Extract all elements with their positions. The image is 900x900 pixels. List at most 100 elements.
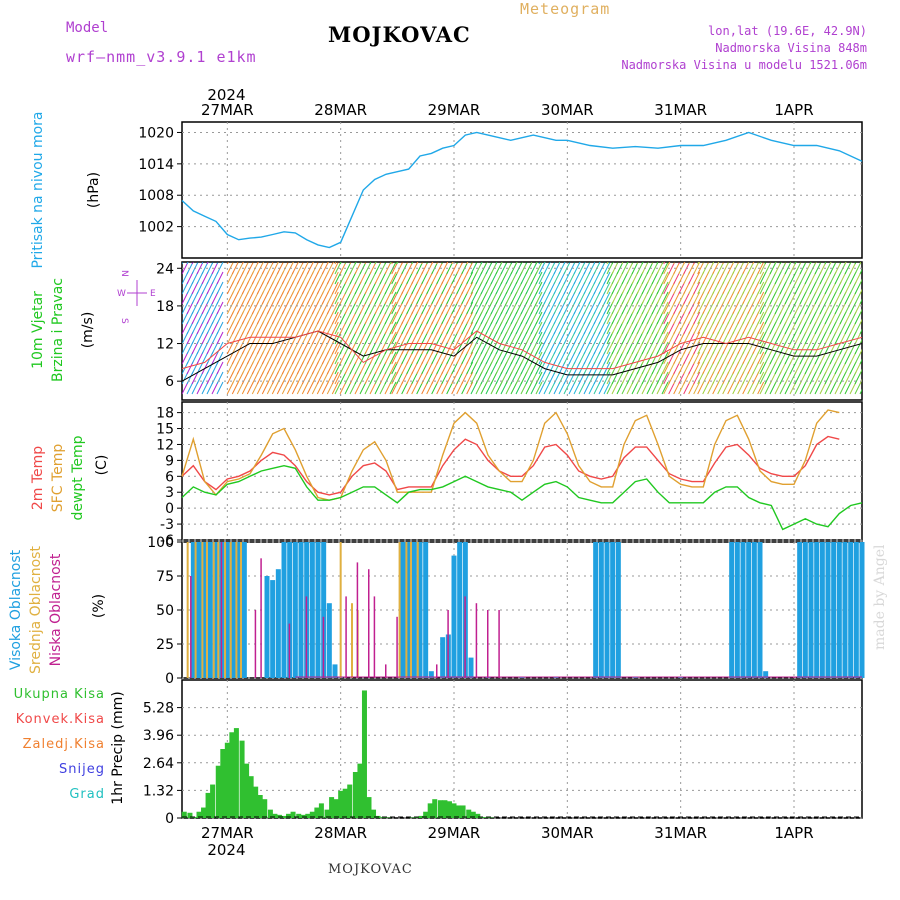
wind-barb (466, 301, 474, 315)
temp-tick-label: -6 (160, 533, 174, 549)
wind-barb (603, 351, 611, 365)
precip-bar (324, 809, 330, 818)
cloud-high-bar (831, 542, 837, 678)
pressure-unit: (hPa) (86, 172, 102, 208)
wind-barb (661, 381, 669, 395)
footer-station: MOJKOVAC (328, 862, 413, 877)
cloud-high-bar (213, 542, 219, 678)
precip-bar (281, 815, 287, 818)
cloud-high-bar (332, 664, 338, 678)
precip-bar (371, 809, 377, 818)
precip-tick-label: 1.32 (143, 783, 174, 799)
precip-bar (224, 742, 230, 818)
wind-barb (661, 311, 669, 325)
cloud-high-bar (451, 555, 457, 678)
cloud-high-bar (236, 542, 242, 678)
day-label-top: 31MAR (654, 101, 707, 119)
wind-tick-label: 24 (156, 261, 174, 277)
wind-barb (859, 358, 862, 365)
cloud-high-bar (224, 542, 230, 678)
cloud-high-bar (202, 542, 208, 678)
precip-bar (456, 805, 462, 818)
wind-barb (693, 271, 701, 285)
precip-bar (427, 803, 433, 818)
cloud-high-bar (836, 542, 842, 678)
cloud-low-bar (254, 610, 257, 678)
cloud-high-bar (270, 580, 276, 678)
precip-bar (290, 811, 296, 818)
year-label-bottom: 2024 (207, 841, 245, 859)
cloud-high-bar (411, 542, 417, 678)
wind-barb (757, 281, 765, 295)
model-label: Model (66, 20, 109, 36)
wind-barb (466, 311, 474, 325)
panel-frame-pressure (181, 121, 863, 259)
wind-barb (661, 331, 669, 345)
wind-barb (859, 278, 862, 285)
cloud-low-bar (260, 558, 262, 678)
precip-bar (466, 809, 472, 818)
precip-bar (305, 813, 311, 818)
wind-barb (859, 308, 862, 315)
temp-tick-label: 0 (165, 501, 174, 517)
cloud-high-bar (746, 542, 752, 678)
cloud-high-bar (428, 671, 434, 678)
wind-barb (389, 291, 397, 305)
wind-barb (216, 381, 224, 395)
cloud-high-bar (740, 542, 746, 678)
wind-barb (661, 262, 669, 275)
cloud-mid-bar (409, 542, 412, 678)
precip-bar (352, 772, 358, 818)
cloud-mid-bar (239, 542, 242, 678)
precip-bar (286, 813, 292, 818)
wind-barb (389, 271, 397, 285)
wind-barb (216, 321, 224, 335)
precip-legend-item: Ukupna Kisa (14, 687, 105, 702)
wind-barb (389, 351, 397, 365)
cloud-high-bar (859, 542, 865, 678)
wind-barb (535, 271, 543, 285)
cloud-low-bar (190, 576, 192, 678)
precip-bar (239, 740, 245, 818)
cloud-high-bar (797, 542, 803, 678)
precip-legend-item: Grad (69, 787, 105, 802)
panel-frame-precip (181, 679, 863, 819)
cloud-mid-bar (194, 542, 197, 678)
wind-barb (216, 361, 224, 375)
compass-w: W (117, 289, 126, 299)
precip-bar (262, 799, 268, 818)
precip-bar (329, 797, 335, 818)
wind-tick-label: 12 (156, 337, 174, 353)
day-label-top: 30MAR (541, 101, 594, 119)
precip-bar (253, 786, 259, 818)
wind-barb (535, 321, 543, 335)
meteogram-label: Meteogram (520, 0, 611, 18)
cloud-high-bar (321, 542, 327, 678)
cloud-high-bar (281, 542, 287, 678)
cloud-high-bar (423, 542, 429, 678)
wind-barb (603, 331, 611, 345)
wind-barb (331, 331, 339, 345)
day-label-bottom: 31MAR (654, 824, 707, 842)
wind-barb (466, 281, 474, 295)
precip-bar (475, 813, 481, 818)
precip-bar (272, 813, 278, 818)
day-label-top: 27MAR (201, 101, 254, 119)
temp-tick-label: 6 (165, 469, 174, 485)
wind-barb (389, 301, 397, 315)
wind-barb (693, 361, 701, 375)
cloud-mid-bar (416, 542, 419, 678)
precip-bar (205, 792, 211, 818)
wind-title-1: 10m Vjetar (30, 291, 46, 369)
wind-barb (859, 298, 862, 305)
wind-tick-label: 18 (156, 299, 174, 315)
wind-barb (389, 371, 397, 385)
cloud-low-bar (396, 616, 398, 678)
cloud-mid-bar (212, 542, 215, 678)
cloud-high-bar (241, 542, 247, 678)
cloud-low-bar (385, 664, 387, 678)
wind-barb (693, 262, 701, 275)
wind-barb (331, 381, 339, 395)
wind-barb (216, 371, 224, 385)
precip-bar (229, 732, 235, 818)
